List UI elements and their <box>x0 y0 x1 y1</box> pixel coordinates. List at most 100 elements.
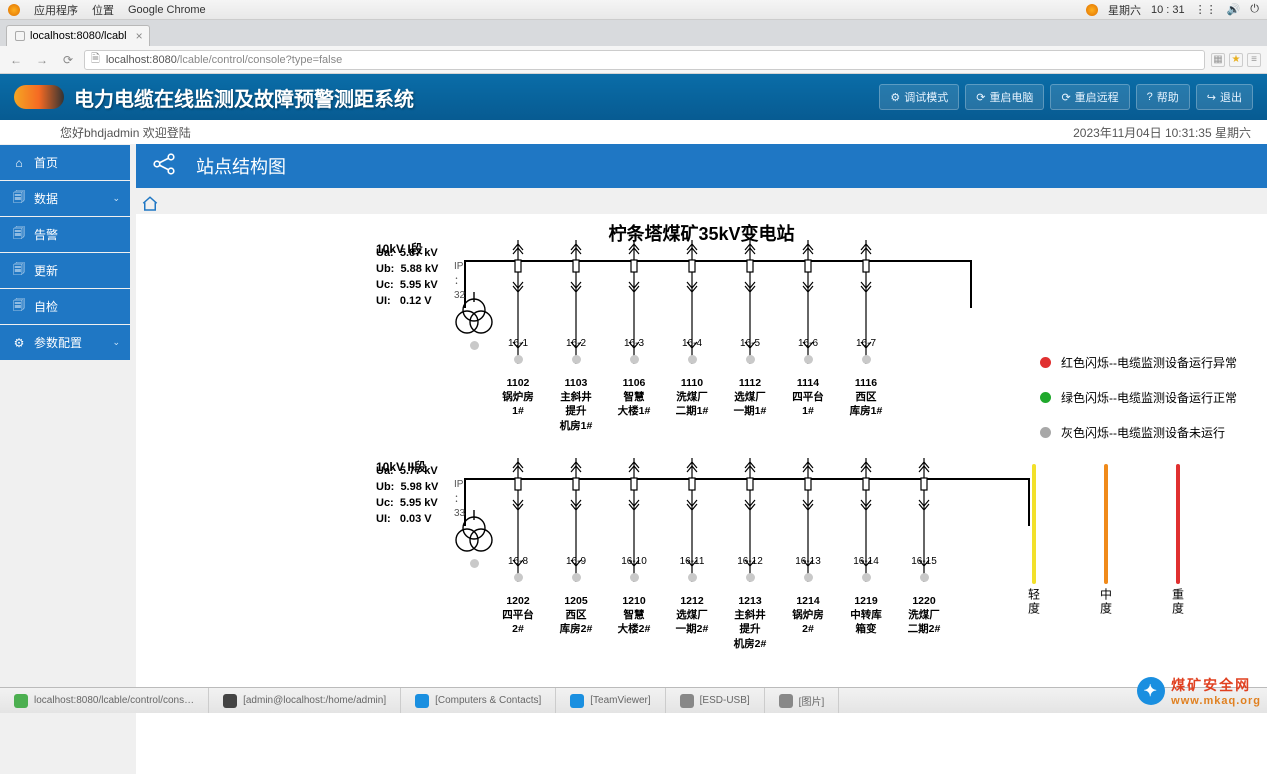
branch: 16-61114四平台1# <box>796 240 820 433</box>
hdr-btn-帮助[interactable]: ?帮助 <box>1136 84 1190 110</box>
branch-label: 1116西区库房1# <box>850 376 883 419</box>
sidebar-label: 首页 <box>34 154 58 171</box>
taskbar-item[interactable]: [图片] <box>765 688 840 713</box>
os-tray-net-icon[interactable]: ⋮⋮ <box>1195 3 1217 16</box>
hdr-btn-icon: ⟳ <box>976 91 985 104</box>
sidebar-item-首页[interactable]: ⌂首页 <box>0 145 130 180</box>
branches: 16-81202四平台2#16-91205西区库房2#16-101210智慧大楼… <box>506 458 936 651</box>
branch: 16-81202四平台2# <box>506 458 530 651</box>
branch-label: 1220洗煤厂二期2# <box>908 594 941 637</box>
menu-icon[interactable]: ≡ <box>1247 53 1261 67</box>
branch-id: 16-6 <box>798 338 818 349</box>
sidebar-label: 数据 <box>34 190 58 207</box>
hdr-btn-icon: ⚙ <box>890 91 900 104</box>
branch-id: 16-11 <box>680 556 705 567</box>
datetime-text: 2023年11月04日 10:31:35 星期六 <box>1073 124 1251 141</box>
sidebar-icon: 🗐 <box>12 264 26 278</box>
url-input[interactable]: 🗎 localhost:8080/lcable/control/console?… <box>84 50 1205 70</box>
hdr-btn-退出[interactable]: ↪退出 <box>1196 84 1253 110</box>
home-link-icon[interactable] <box>140 194 160 214</box>
ext-icon[interactable]: ▦ <box>1211 53 1225 67</box>
hdr-btn-label: 重启电脑 <box>989 89 1033 105</box>
taskbar-item[interactable]: localhost:8080/lcable/control/cons… <box>0 688 209 713</box>
taskbar-item[interactable]: [TeamViewer] <box>556 688 665 713</box>
branch-label: 1212选煤厂一期2# <box>676 594 709 637</box>
page-info-icon[interactable]: 🗎 <box>91 50 100 69</box>
hdr-btn-label: 重启远程 <box>1075 89 1119 105</box>
branch-id: 16-12 <box>737 556 763 567</box>
branch-label: 1103主斜井提升机房1# <box>560 376 593 433</box>
legend-row: 红色闪烁--电缆监测设备运行异常 <box>1040 354 1237 371</box>
os-logo-icon <box>8 4 20 16</box>
taskbar-label: [ESD-USB] <box>700 695 750 706</box>
branch-status-dot <box>746 355 755 364</box>
branch: 16-11102锅炉房1# <box>506 240 530 433</box>
branch-status-dot <box>688 355 697 364</box>
os-settings-icon[interactable] <box>1086 4 1098 16</box>
branch-status-dot <box>514 355 523 364</box>
os-menu-apps[interactable]: 应用程序 <box>34 2 78 18</box>
app-logo-icon <box>14 85 64 109</box>
sidebar-item-告警[interactable]: 🗐告警 <box>0 217 130 252</box>
watermark-sub: www.mkaq.org <box>1171 695 1261 707</box>
severity-legend: 轻度中度 重度 <box>1017 464 1195 616</box>
page-title: 站点结构图 <box>196 153 286 179</box>
severity-col: 轻度 <box>1017 464 1051 616</box>
branch-id: 16-1 <box>508 338 528 349</box>
watermark: ✦ 煤矿安全网 www.mkaq.org <box>1137 675 1261 707</box>
browser-address-bar: ← → ⟳ 🗎 localhost:8080/lcable/control/co… <box>0 46 1267 74</box>
page-title-bar: 站点结构图 <box>136 144 1267 188</box>
branch-id: 16-3 <box>624 338 644 349</box>
taskbar-label: localhost:8080/lcable/control/cons… <box>34 695 194 706</box>
legend-dot-icon <box>1040 427 1051 438</box>
os-menu-places[interactable]: 位置 <box>92 2 114 18</box>
branch-id: 16-15 <box>911 556 937 567</box>
star-icon[interactable]: ★ <box>1229 53 1243 67</box>
severity-bar <box>1032 464 1036 584</box>
branch-id: 16-7 <box>856 338 876 349</box>
content: 站点结构图 柠条塔煤矿35kV变电站 10kV I段Ua: 5.87 kVUb:… <box>130 144 1267 687</box>
branch: 16-151220洗煤厂二期2# <box>912 458 936 651</box>
sidebar: ⌂首页🗐数据⌄🗐告警🗐更新🗐自检⚙参数配置⌄ <box>0 144 130 687</box>
chevron-down-icon: ⌄ <box>112 337 120 348</box>
sidebar-icon: ⚙ <box>12 336 26 350</box>
sidebar-item-参数配置[interactable]: ⚙参数配置⌄ <box>0 325 130 360</box>
severity-label: 中度 <box>1098 588 1115 616</box>
sidebar-item-自检[interactable]: 🗐自检 <box>0 289 130 324</box>
nav-reload-icon[interactable]: ⟳ <box>58 50 78 70</box>
taskbar-icon <box>779 694 793 708</box>
browser-tab[interactable]: localhost:8080/lcabl × <box>6 25 150 46</box>
os-tray-vol-icon[interactable]: 🔊 <box>1227 3 1241 16</box>
nav-back-icon[interactable]: ← <box>6 50 26 70</box>
os-top-bar: 应用程序 位置 Google Chrome 星期六 10 : 31 ⋮⋮ 🔊 ⏻ <box>0 0 1267 20</box>
branch-label: 1110洗煤厂二期1# <box>676 376 709 419</box>
taskbar-item[interactable]: [admin@localhost:/home/admin] <box>209 688 401 713</box>
os-tray-power-icon[interactable]: ⏻ <box>1250 3 1259 16</box>
sidebar-item-数据[interactable]: 🗐数据⌄ <box>0 181 130 216</box>
taskbar-label: [Computers & Contacts] <box>435 695 541 706</box>
branch-label: 1114四平台1# <box>792 376 824 419</box>
branch-status-dot <box>572 355 581 364</box>
hdr-btn-icon: ? <box>1147 91 1153 103</box>
os-day: 星期六 <box>1108 2 1141 18</box>
tab-close-icon[interactable]: × <box>136 29 143 43</box>
os-menu-chrome[interactable]: Google Chrome <box>128 4 206 16</box>
watermark-icon: ✦ <box>1137 677 1165 705</box>
sidebar-item-更新[interactable]: 🗐更新 <box>0 253 130 288</box>
nav-fwd-icon[interactable]: → <box>32 50 52 70</box>
branch-label: 1106智慧大楼1# <box>618 376 651 419</box>
taskbar-item[interactable]: [ESD-USB] <box>666 688 765 713</box>
browser-tab-bar: localhost:8080/lcabl × <box>0 20 1267 46</box>
taskbar-icon <box>14 694 28 708</box>
hdr-btn-重启远程[interactable]: ⟳重启远程 <box>1050 84 1129 110</box>
severity-col: 重度 <box>1161 464 1195 616</box>
sidebar-icon: 🗐 <box>12 300 26 314</box>
branch: 16-131214锅炉房2# <box>796 458 820 651</box>
hdr-btn-重启电脑[interactable]: ⟳ 重启电脑 <box>965 84 1044 110</box>
branch-id: 16-13 <box>795 556 821 567</box>
tab-title: localhost:8080/lcabl <box>30 30 127 42</box>
legend-row: 绿色闪烁--电缆监测设备运行正常 <box>1040 389 1237 406</box>
hdr-btn-调试模式[interactable]: ⚙调试模式 <box>879 84 959 110</box>
branch-status-dot <box>862 355 871 364</box>
taskbar-item[interactable]: [Computers & Contacts] <box>401 688 556 713</box>
